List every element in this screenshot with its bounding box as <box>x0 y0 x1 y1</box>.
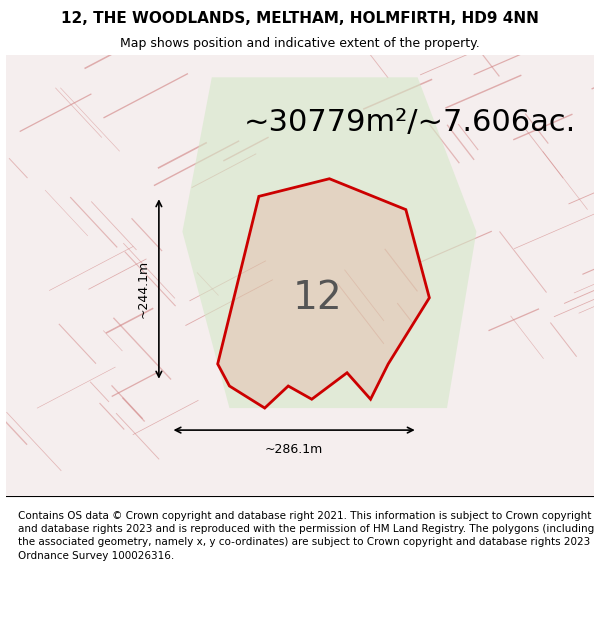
Text: 12, THE WOODLANDS, MELTHAM, HOLMFIRTH, HD9 4NN: 12, THE WOODLANDS, MELTHAM, HOLMFIRTH, H… <box>61 11 539 26</box>
Polygon shape <box>218 179 430 408</box>
Text: ~286.1m: ~286.1m <box>265 443 323 456</box>
Text: ~244.1m: ~244.1m <box>137 260 150 318</box>
Text: Contains OS data © Crown copyright and database right 2021. This information is : Contains OS data © Crown copyright and d… <box>18 511 594 561</box>
Text: 12: 12 <box>293 279 343 317</box>
Text: ~30779m²/~7.606ac.: ~30779m²/~7.606ac. <box>244 108 577 137</box>
Polygon shape <box>182 78 476 408</box>
Text: Map shows position and indicative extent of the property.: Map shows position and indicative extent… <box>120 36 480 49</box>
